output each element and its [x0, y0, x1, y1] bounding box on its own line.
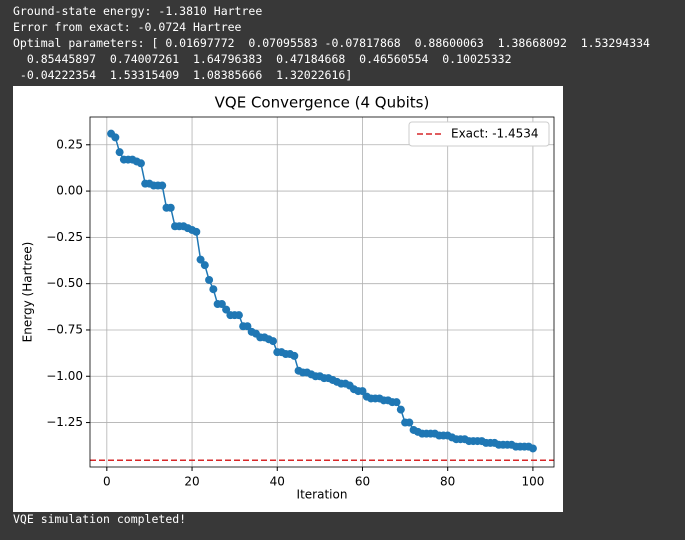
point	[192, 227, 201, 236]
y-tick-label: −1.00	[46, 369, 83, 383]
x-tick-label: 20	[184, 475, 199, 489]
y-tick-label: −0.25	[46, 230, 83, 244]
output-line: Optimal parameters: [ 0.01697772 0.07095…	[13, 36, 650, 50]
footer: VQE simulation completed!	[13, 512, 187, 526]
y-tick-label: −0.50	[46, 276, 83, 290]
point	[405, 418, 414, 427]
plot-frame	[89, 116, 555, 468]
y-axis-label: Energy (Hartree)	[21, 242, 35, 343]
legend-label: Exact: -1.4534	[451, 127, 539, 141]
output-line: Error from exact: -0.0724 Hartree	[13, 20, 242, 34]
point	[217, 300, 226, 309]
point	[205, 275, 214, 284]
output-lines: Ground-state energy: -1.3810 Hartree Erro…	[13, 3, 650, 83]
x-tick-label: 60	[355, 475, 370, 489]
output-line: -0.04222354 1.53315409 1.08385666 1.3202…	[13, 68, 353, 82]
point	[358, 387, 367, 396]
chart: VQE Convergence (4 Qubits) Iteration Ene…	[13, 86, 563, 512]
y-tick-label: −1.25	[46, 415, 83, 429]
point	[396, 405, 405, 414]
output-line: 0.85445897 0.74007261 1.64796383 0.47184…	[13, 52, 512, 66]
y-tick-label: −0.75	[46, 322, 83, 336]
point	[136, 159, 145, 168]
point	[111, 133, 120, 142]
point	[200, 261, 209, 270]
point	[269, 337, 278, 346]
chart-title: VQE Convergence (4 Qubits)	[215, 94, 430, 112]
series-line	[110, 133, 534, 450]
x-tick-label: 80	[440, 475, 455, 489]
legend-box	[408, 121, 550, 147]
point	[196, 255, 205, 264]
point	[392, 398, 401, 407]
point	[166, 203, 175, 212]
y-tick-label: 0.25	[56, 137, 83, 151]
point	[158, 181, 167, 190]
y-tick-label: 0.00	[56, 184, 83, 198]
point	[290, 351, 299, 360]
point	[243, 322, 252, 331]
point	[234, 311, 243, 320]
point	[115, 148, 124, 157]
x-tick-label: 100	[521, 475, 544, 489]
point	[222, 305, 231, 314]
output-line: Ground-state energy: -1.3810 Hartree	[13, 4, 263, 18]
x-tick-label: 40	[270, 475, 285, 489]
x-axis-label: Iteration	[297, 488, 348, 502]
point	[209, 285, 218, 294]
x-tick-label: 0	[103, 475, 111, 489]
point	[528, 444, 537, 453]
